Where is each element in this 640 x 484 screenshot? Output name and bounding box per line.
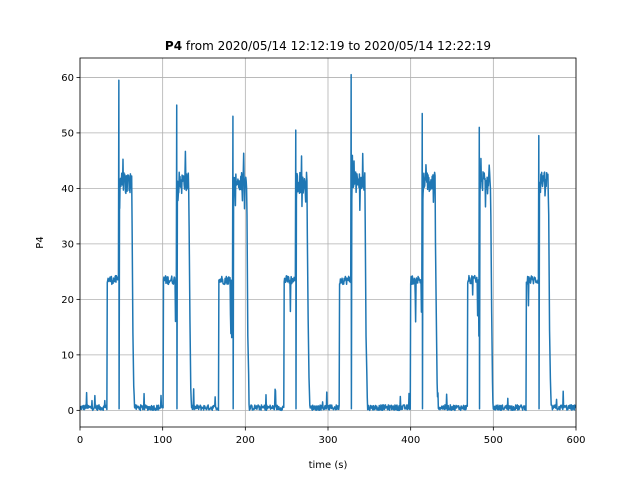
x-tick-label: 500 bbox=[484, 435, 503, 446]
y-tick-label: 40 bbox=[61, 184, 74, 195]
x-tick-label: 400 bbox=[401, 435, 420, 446]
y-tick-label: 10 bbox=[61, 350, 74, 361]
chart-title: P4 from 2020/05/14 12:12:19 to 2020/05/1… bbox=[165, 39, 491, 53]
grid bbox=[79, 58, 577, 427]
series-layer bbox=[80, 73, 576, 412]
x-axis: 0 100 200 300 400 500 600 bbox=[77, 427, 586, 446]
y-tick-label: 60 bbox=[61, 73, 74, 84]
series-line-p4 bbox=[80, 73, 576, 412]
y-axis-label: P4 bbox=[35, 236, 46, 248]
x-axis-label: time (s) bbox=[309, 460, 348, 471]
x-tick-label: 200 bbox=[236, 435, 255, 446]
x-tick-label: 600 bbox=[566, 435, 585, 446]
y-tick-label: 20 bbox=[61, 295, 74, 306]
y-axis: 0 10 20 30 40 50 60 bbox=[61, 73, 80, 417]
y-tick-label: 50 bbox=[61, 128, 74, 139]
chart-title-rest: from 2020/05/14 12:12:19 to 2020/05/14 1… bbox=[182, 39, 491, 53]
x-tick-label: 300 bbox=[318, 435, 337, 446]
chart-title-bold: P4 bbox=[165, 39, 182, 53]
x-tick-label: 100 bbox=[153, 435, 172, 446]
x-tick-label: 0 bbox=[77, 435, 83, 446]
y-tick-label: 30 bbox=[61, 239, 74, 250]
y-tick-label: 0 bbox=[68, 406, 74, 417]
